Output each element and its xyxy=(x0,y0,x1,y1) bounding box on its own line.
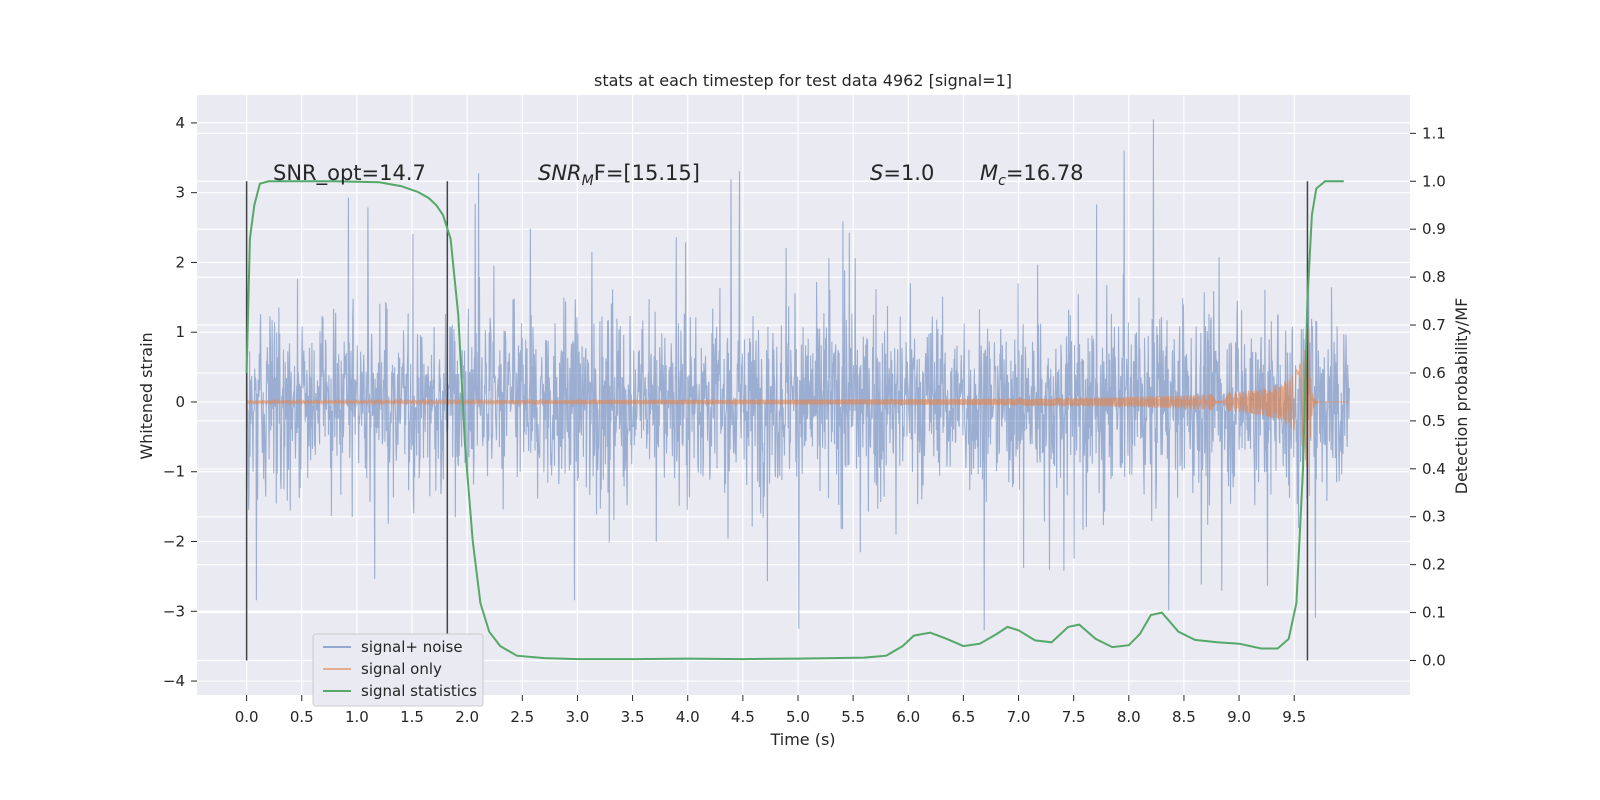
legend-box xyxy=(312,633,484,707)
x-tick-label: 5.0 xyxy=(786,708,810,726)
legend: signal+ noise signal only signal statist… xyxy=(312,633,484,707)
x-tick-label: 3.5 xyxy=(621,708,645,726)
annotation-mc-label: M xyxy=(980,161,998,185)
y2-tick-label: 0.1 xyxy=(1422,604,1446,622)
x-tick-label: 6.0 xyxy=(896,708,920,726)
legend-label: signal+ noise xyxy=(361,638,463,656)
x-tick-label: 7.5 xyxy=(1062,708,1086,726)
series-signal-only xyxy=(246,329,1350,496)
y2-tick-label: 1.1 xyxy=(1422,124,1446,142)
y-axis-left: 4 3 2 1 0 −1 −2 −3 −4 xyxy=(163,114,197,690)
y-tick-label: 1 xyxy=(175,323,185,341)
annotation-mc-value: =16.78 xyxy=(1006,161,1084,185)
annotation-s: S=1.0 xyxy=(870,161,934,185)
legend-item: signal statistics xyxy=(323,682,477,700)
x-tick-label: 8.0 xyxy=(1117,708,1141,726)
x-tick-label: 6.5 xyxy=(951,708,975,726)
y2-tick-label: 1.0 xyxy=(1422,172,1446,190)
x-tick-label: 1.5 xyxy=(400,708,424,726)
annotation-mc: Mc=16.78 xyxy=(980,161,1084,189)
x-tick-label: 4.0 xyxy=(676,708,700,726)
y2-tick-label: 0.7 xyxy=(1422,316,1446,334)
annotation-snr-mf-label: SNR xyxy=(538,161,582,185)
y-tick-label: 4 xyxy=(175,114,185,132)
y2-tick-label: 0.8 xyxy=(1422,268,1446,286)
annotations: SNR_opt=14.7 SNRMF=[15.15] S=1.0 Mc=16.7… xyxy=(273,161,1084,189)
x-tick-label: 3.0 xyxy=(566,708,590,726)
x-axis-label: Time (s) xyxy=(769,730,835,749)
legend-label: signal only xyxy=(361,660,442,678)
y-tick-label: 2 xyxy=(175,253,185,271)
annotation-snr-mf-sub: M xyxy=(582,173,594,189)
x-tick-label: 1.0 xyxy=(345,708,369,726)
legend-item: signal+ noise xyxy=(323,638,463,656)
x-tick-label: 4.5 xyxy=(731,708,755,726)
y-tick-label: −2 xyxy=(163,533,185,551)
annotation-mc-sub: c xyxy=(998,173,1006,189)
line-signal-statistics xyxy=(245,180,1344,661)
chart-title: stats at each timestep for test data 496… xyxy=(594,71,1012,90)
y2-tick-label: 0.9 xyxy=(1422,220,1446,238)
annotation-snr-mf-rest: F=[15.15] xyxy=(594,161,700,185)
y2-tick-label: 0.0 xyxy=(1422,651,1446,669)
x-axis: 0.0 0.5 1.0 1.5 2.0 2.5 3.0 3.5 4.0 4.5 5.0 5.5 6.0 6… xyxy=(235,695,1306,726)
x-tick-label: 2.5 xyxy=(510,708,534,726)
y2-tick-label: 0.3 xyxy=(1422,508,1446,526)
vertical-markers xyxy=(245,181,1309,661)
x-tick-label: 9.5 xyxy=(1282,708,1306,726)
y2-tick-label: 0.4 xyxy=(1422,460,1446,478)
y-axis-label: Whitened strain xyxy=(137,332,156,459)
y2-tick-label: 0.6 xyxy=(1422,364,1446,382)
legend-item: signal only xyxy=(323,660,442,678)
annotation-snr-mf: SNRMF=[15.15] xyxy=(538,161,700,189)
y2-tick-label: 0.2 xyxy=(1422,556,1446,574)
y-tick-label: −3 xyxy=(163,602,185,620)
x-tick-label: 5.5 xyxy=(841,708,865,726)
y2-axis-label: Detection probability/MF xyxy=(1452,298,1471,495)
y-tick-label: −4 xyxy=(163,672,185,690)
x-tick-label: 9.0 xyxy=(1227,708,1251,726)
annotation-snr-opt: SNR_opt=14.7 xyxy=(273,161,426,186)
x-tick-label: 7.0 xyxy=(1007,708,1031,726)
y-tick-label: 3 xyxy=(175,184,185,202)
y-tick-label: −1 xyxy=(163,463,185,481)
series-signal-statistics xyxy=(245,180,1344,661)
y-tick-label: 0 xyxy=(175,393,185,411)
legend-label: signal statistics xyxy=(361,682,477,700)
annotation-s-value: =1.0 xyxy=(883,161,934,185)
x-tick-label: 8.5 xyxy=(1172,708,1196,726)
x-tick-label: 0.5 xyxy=(290,708,314,726)
x-tick-label: 0.0 xyxy=(235,708,259,726)
y-axis-right: 1.1 1.0 0.9 0.8 0.7 0.6 0.5 0.4 0.3 0.2 0.1 0.0 xyxy=(1410,124,1446,669)
line-signal-only xyxy=(246,329,1350,496)
y2-tick-label: 0.5 xyxy=(1422,412,1446,430)
x-tick-label: 2.0 xyxy=(455,708,479,726)
annotation-s-label: S xyxy=(870,161,883,185)
